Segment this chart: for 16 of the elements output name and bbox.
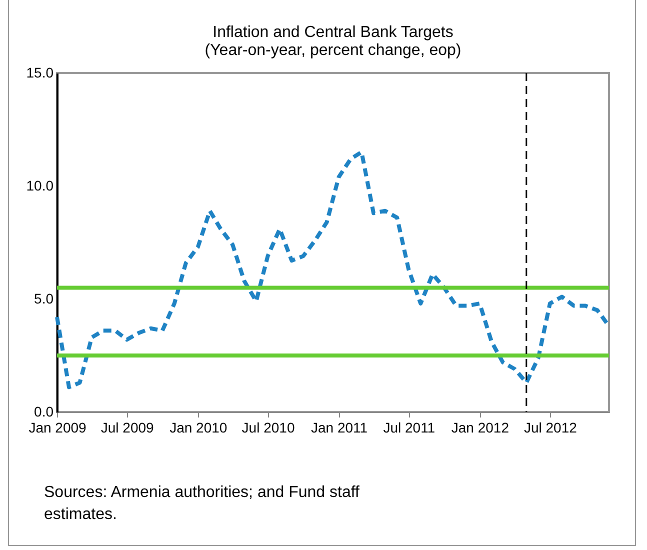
x-tick-label: Jul 2011 (383, 420, 436, 436)
x-tick-label: Jan 2011 (311, 420, 368, 436)
x-tick-label: Jan 2009 (28, 420, 87, 436)
source-note: Sources: Armenia authorities; and Fund staff estimates. (44, 483, 360, 525)
y-tick-label: 0.0 (34, 404, 54, 420)
y-tick-label: 15.0 (26, 64, 54, 80)
chart-title: Inflation and Central Bank Targets (212, 24, 454, 41)
line-series (55, 150, 611, 390)
x-tick-label: Jul 2010 (242, 420, 295, 436)
chart-subtitle: (Year-on-year, percent change, eop) (204, 42, 462, 59)
y-tick-label: 5.0 (34, 290, 54, 306)
x-tick-label: Jul 2009 (100, 420, 154, 436)
y-tick-label: 10.0 (26, 178, 54, 194)
x-tick-label: Jan 2010 (170, 420, 228, 436)
x-tick-label: Jan 2012 (451, 420, 510, 436)
x-tick-label: Jul 2012 (524, 420, 578, 436)
